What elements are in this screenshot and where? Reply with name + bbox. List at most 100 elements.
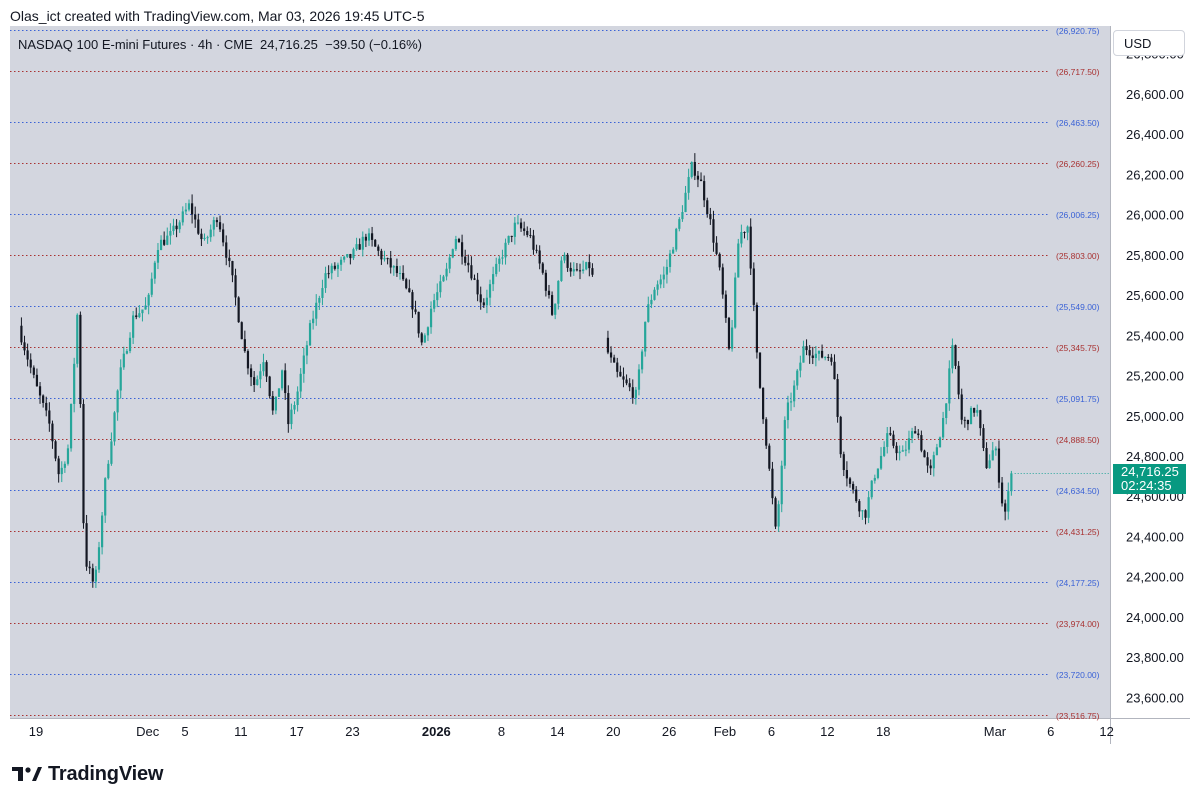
candle-body xyxy=(88,566,91,569)
candle-body xyxy=(929,465,932,469)
candle-body xyxy=(830,357,833,362)
candle-body xyxy=(308,323,312,346)
candle-body xyxy=(640,351,644,370)
candle-body xyxy=(439,281,442,293)
candle-body xyxy=(190,203,194,215)
candle-body xyxy=(169,231,172,236)
level-label-14: (23,720.00) xyxy=(1056,670,1100,680)
x-tick-label: 12 xyxy=(820,724,834,739)
x-tick-label: Dec xyxy=(136,724,160,739)
candle-body xyxy=(1000,482,1004,504)
candle-body xyxy=(417,311,420,334)
candle-body xyxy=(156,249,160,263)
x-tick-label: 8 xyxy=(498,724,505,739)
candle-body xyxy=(333,265,336,269)
candle-body xyxy=(187,203,191,210)
candle-body xyxy=(48,410,51,424)
candle-body xyxy=(988,460,991,469)
y-tick-label: 26,400.00 xyxy=(1126,127,1184,142)
candle-body xyxy=(653,289,656,300)
currency-button[interactable]: USD xyxy=(1113,30,1185,56)
chart-attribution: Olas_ict created with TradingView.com, M… xyxy=(10,8,425,24)
candle-body xyxy=(296,391,299,406)
level-label-13: (23,974.00) xyxy=(1056,619,1100,629)
candle-body xyxy=(69,403,73,449)
candle-body xyxy=(107,463,110,479)
candle-body xyxy=(346,254,349,257)
candle-body xyxy=(765,419,768,446)
level-label-10: (24,634.50) xyxy=(1056,486,1100,496)
candle-body xyxy=(113,412,116,442)
level-label-0: (26,920.75) xyxy=(1056,26,1100,36)
candle-body xyxy=(867,497,870,518)
level-label-1: (26,717.50) xyxy=(1056,67,1100,77)
x-tick-label: 6 xyxy=(768,724,775,739)
x-tick-label: 20 xyxy=(606,724,620,739)
candle-body xyxy=(817,350,821,354)
candle-body xyxy=(668,253,672,267)
candle-body xyxy=(163,239,166,245)
symbol-name: NASDAQ 100 E-mini Futures · 4h · CME xyxy=(18,37,253,52)
candle-body xyxy=(793,385,796,402)
candle-body xyxy=(895,445,898,454)
candle-body xyxy=(526,230,529,236)
candle-body xyxy=(777,504,780,527)
candle-body xyxy=(734,277,737,328)
candle-body xyxy=(79,314,82,405)
candle-body xyxy=(1004,503,1007,512)
candle-body xyxy=(938,437,942,448)
level-label-4: (26,006.25) xyxy=(1056,210,1100,220)
candle-body xyxy=(116,390,119,413)
candle-body xyxy=(82,404,85,524)
candle-body xyxy=(209,229,212,238)
chart-area[interactable]: (26,920.75) (26,717.50) (26,463.50) (26,260… xyxy=(10,26,1190,744)
candle-body xyxy=(957,365,960,395)
candle-body xyxy=(414,309,417,312)
candlestick-chart[interactable]: (26,920.75) (26,717.50) (26,463.50) (26,260… xyxy=(10,26,1190,744)
candle-body xyxy=(498,258,501,264)
candle-body xyxy=(516,222,520,224)
x-tick-label: Mar xyxy=(984,724,1007,739)
symbol-legend: NASDAQ 100 E-mini Futures · 4h · CME 24,… xyxy=(18,37,422,52)
candle-body xyxy=(51,423,54,442)
candle-body xyxy=(200,233,203,240)
candle-body xyxy=(197,219,200,234)
candle-body xyxy=(262,362,265,372)
candle-body xyxy=(920,435,923,451)
candle-body xyxy=(94,569,97,582)
candle-body xyxy=(228,257,231,262)
candle-body xyxy=(979,410,982,429)
level-label-12: (24,177.25) xyxy=(1056,578,1100,588)
candle-body xyxy=(85,523,88,567)
candle-body xyxy=(544,272,547,291)
candle-body xyxy=(144,305,147,310)
candle-body xyxy=(212,220,215,230)
candle-body xyxy=(271,396,274,411)
y-tick-label: 25,400.00 xyxy=(1126,328,1184,343)
y-tick-label: 25,000.00 xyxy=(1126,409,1184,424)
x-tick-label: 17 xyxy=(289,724,303,739)
candle-body xyxy=(274,396,277,411)
candle-body xyxy=(783,420,786,466)
candle-body xyxy=(976,410,979,413)
candle-body xyxy=(464,256,467,263)
candle-body xyxy=(479,294,482,303)
candle-body xyxy=(538,250,541,264)
candle-body xyxy=(132,315,135,338)
candle-body xyxy=(808,350,811,356)
candle-body xyxy=(504,242,507,258)
candle-body xyxy=(321,288,324,298)
candle-body xyxy=(153,262,156,279)
candle-body xyxy=(97,547,101,570)
candle-body xyxy=(889,433,892,435)
candle-body xyxy=(746,226,749,233)
candle-body xyxy=(678,219,681,229)
plot-background xyxy=(10,26,1110,718)
candle-body xyxy=(948,368,951,404)
x-tick-label: 5 xyxy=(181,724,188,739)
candle-body xyxy=(752,268,755,305)
candle-body xyxy=(796,370,799,386)
candle-body xyxy=(780,465,783,505)
candle-body xyxy=(280,370,284,389)
x-tick-label: Feb xyxy=(714,724,736,739)
